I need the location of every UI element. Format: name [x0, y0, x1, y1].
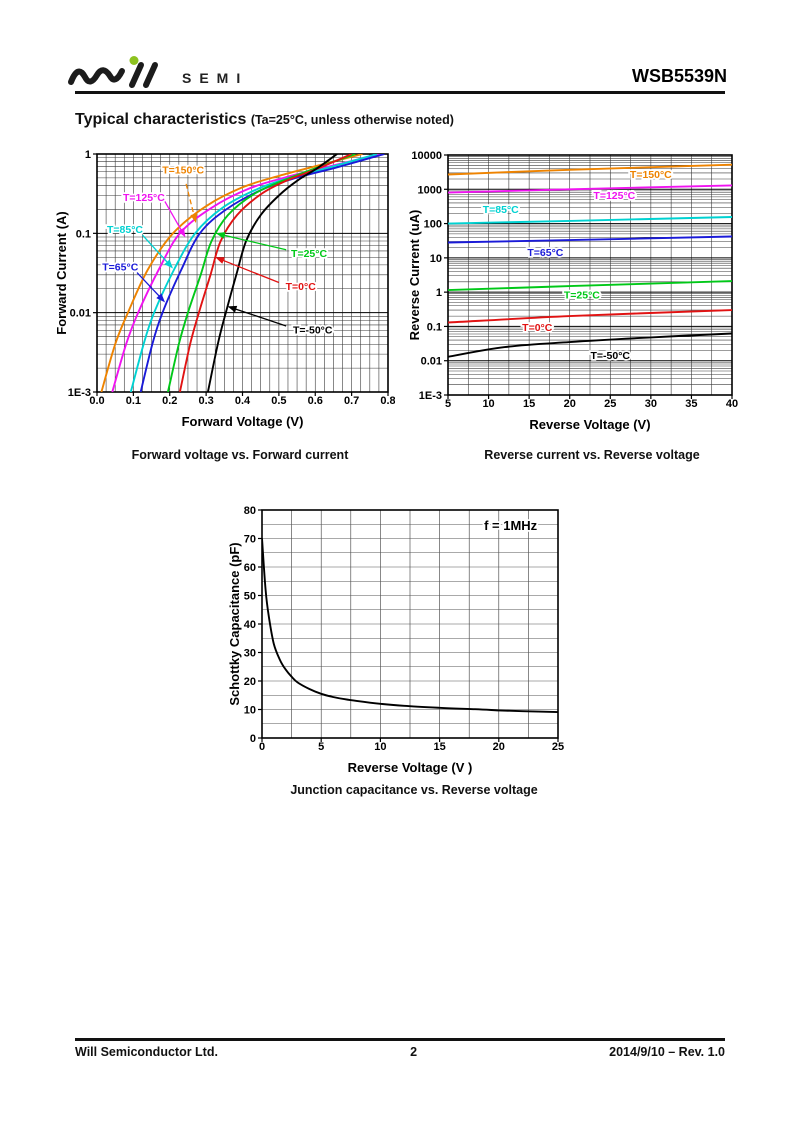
part-number: WSB5539N: [631, 66, 727, 86]
svg-text:0: 0: [259, 741, 265, 753]
capacitance-chart: 0 5 10 15 20 25 0 10 20 30 40 50 60 70 80 Reverse Volta…: [227, 505, 564, 775]
svg-text:T=-50°C: T=-50°C: [293, 324, 333, 336]
svg-text:0.1: 0.1: [427, 321, 442, 333]
svg-text:Reverse Current (uA): Reverse Current (uA): [407, 210, 422, 341]
svg-text:20: 20: [493, 741, 505, 753]
svg-text:60: 60: [244, 562, 256, 574]
svg-text:10: 10: [374, 741, 386, 753]
svg-text:Schottky Capacitance (pF): Schottky Capacitance (pF): [227, 542, 242, 705]
footer: Will Semiconductor Ltd. 2 2014/9/10 – Re…: [75, 1045, 725, 1059]
svg-text:0.3: 0.3: [198, 395, 213, 407]
section-title-main: Typical characteristics: [75, 111, 247, 128]
svg-text:f = 1MHz: f = 1MHz: [484, 518, 538, 533]
logo-wave-icon: [68, 56, 158, 88]
svg-text:T=0°C: T=0°C: [522, 322, 553, 334]
svg-text:40: 40: [244, 619, 256, 631]
svg-text:10: 10: [244, 705, 256, 717]
svg-text:T=125°C: T=125°C: [123, 192, 165, 204]
svg-text:1000: 1000: [418, 184, 442, 196]
footer-company: Will Semiconductor Ltd.: [75, 1045, 218, 1059]
footer-divider: [75, 1038, 725, 1041]
svg-text:Forward Voltage (V): Forward Voltage (V): [182, 414, 304, 429]
svg-text:0.1: 0.1: [126, 395, 141, 407]
footer-revision: 2014/9/10 – Rev. 1.0: [609, 1045, 725, 1059]
svg-text:10: 10: [430, 253, 442, 265]
svg-text:T=125°C: T=125°C: [593, 190, 635, 202]
svg-text:Reverse Voltage (V ): Reverse Voltage (V ): [348, 760, 473, 775]
svg-text:T=65°C: T=65°C: [102, 262, 138, 274]
section-title-condition: (Ta=25°C, unless otherwise noted): [250, 113, 454, 127]
svg-text:1: 1: [85, 149, 91, 161]
svg-text:15: 15: [433, 741, 445, 753]
svg-text:25: 25: [604, 398, 616, 410]
svg-text:50: 50: [244, 591, 256, 603]
footer-page-number: 2: [410, 1045, 418, 1059]
svg-text:10: 10: [482, 398, 494, 410]
svg-text:35: 35: [685, 398, 697, 410]
svg-text:25: 25: [552, 741, 564, 753]
svg-text:15: 15: [523, 398, 535, 410]
section-title: Typical characteristics (Ta=25°C, unless…: [75, 111, 454, 129]
svg-text:30: 30: [645, 398, 657, 410]
svg-text:T=25°C: T=25°C: [564, 289, 600, 301]
svg-text:30: 30: [244, 648, 256, 660]
svg-text:1E-3: 1E-3: [68, 387, 91, 399]
svg-text:5: 5: [445, 398, 451, 410]
svg-text:Forward Current (A): Forward Current (A): [55, 211, 69, 335]
svg-text:20: 20: [244, 676, 256, 688]
logo-semi-text: SEMI: [182, 70, 249, 86]
svg-text:T=150°C: T=150°C: [630, 169, 672, 181]
svg-text:0.0: 0.0: [89, 395, 104, 407]
svg-text:0.6: 0.6: [308, 395, 323, 407]
forward-current-chart: 0.0 0.1 0.2 0.3 0.4 0.5 0.6 0.7 0.8 1E-3 0.01 0.1 1 F…: [55, 149, 395, 429]
svg-text:20: 20: [564, 398, 576, 410]
svg-text:0.8: 0.8: [380, 395, 395, 407]
header-divider: [75, 91, 725, 94]
caption-reverse-chart: Reverse current vs. Reverse voltage: [484, 448, 700, 462]
svg-text:0.7: 0.7: [344, 395, 359, 407]
svg-text:T=150°C: T=150°C: [162, 164, 204, 176]
company-logo: [66, 56, 176, 94]
svg-text:T=25°C: T=25°C: [291, 248, 327, 260]
svg-text:T=0°C: T=0°C: [286, 281, 317, 293]
svg-text:T=65°C: T=65°C: [527, 247, 563, 259]
svg-text:0.01: 0.01: [70, 308, 91, 320]
svg-text:5: 5: [318, 741, 324, 753]
reverse-current-chart: 5 10 15 20 25 30 35 40 1E-3 0.01 0.1 1 10 100 1000 1000…: [407, 150, 738, 432]
svg-text:T=85°C: T=85°C: [107, 224, 143, 236]
svg-text:0.4: 0.4: [235, 395, 251, 407]
svg-text:80: 80: [244, 505, 256, 517]
svg-text:0.01: 0.01: [421, 356, 442, 368]
svg-text:0.5: 0.5: [271, 395, 286, 407]
svg-text:0: 0: [250, 733, 256, 745]
svg-text:T=85°C: T=85°C: [483, 204, 519, 216]
svg-text:10000: 10000: [411, 150, 442, 162]
svg-text:70: 70: [244, 534, 256, 546]
svg-text:40: 40: [726, 398, 738, 410]
svg-text:1: 1: [436, 287, 442, 299]
svg-text:100: 100: [424, 219, 442, 231]
svg-text:0.2: 0.2: [162, 395, 177, 407]
caption-forward-chart: Forward voltage vs. Forward current: [131, 448, 349, 462]
logo-green-dot: [129, 56, 139, 65]
svg-text:1E-3: 1E-3: [419, 390, 442, 402]
svg-text:T=-50°C: T=-50°C: [591, 350, 631, 362]
svg-text:Reverse Voltage (V): Reverse Voltage (V): [529, 417, 650, 432]
caption-capacitance-chart: Junction capacitance vs. Reverse voltage: [290, 783, 538, 797]
svg-text:0.1: 0.1: [76, 228, 91, 240]
